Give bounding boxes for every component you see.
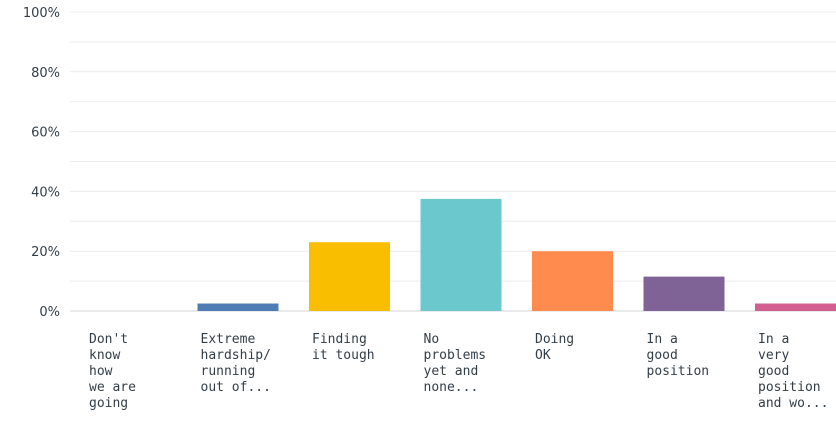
x-tick-label: Don't know how we are going [89, 332, 136, 411]
bar[interactable] [643, 276, 725, 311]
y-tick-label: 60% [31, 126, 60, 141]
y-tick-label: 0% [39, 305, 60, 320]
x-tick-label: In a good position [646, 332, 710, 379]
x-tick-label: Doing OK [535, 332, 575, 363]
bar[interactable] [755, 303, 836, 311]
bar[interactable] [420, 198, 502, 311]
x-tick-label: Extreme hardship/ running out of... [200, 332, 271, 395]
x-tick-label: No problems yet and none... [423, 332, 487, 395]
x-tick-label: Finding it tough [312, 332, 375, 363]
bar[interactable] [197, 303, 279, 311]
y-tick-label: 20% [31, 245, 60, 260]
y-tick-label: 40% [31, 185, 60, 200]
x-tick-label: In a very good position and wo... [758, 332, 829, 411]
y-tick-label: 80% [31, 66, 60, 81]
bar[interactable] [532, 251, 613, 311]
y-tick-label: 100% [23, 6, 60, 21]
bar[interactable] [309, 242, 390, 311]
